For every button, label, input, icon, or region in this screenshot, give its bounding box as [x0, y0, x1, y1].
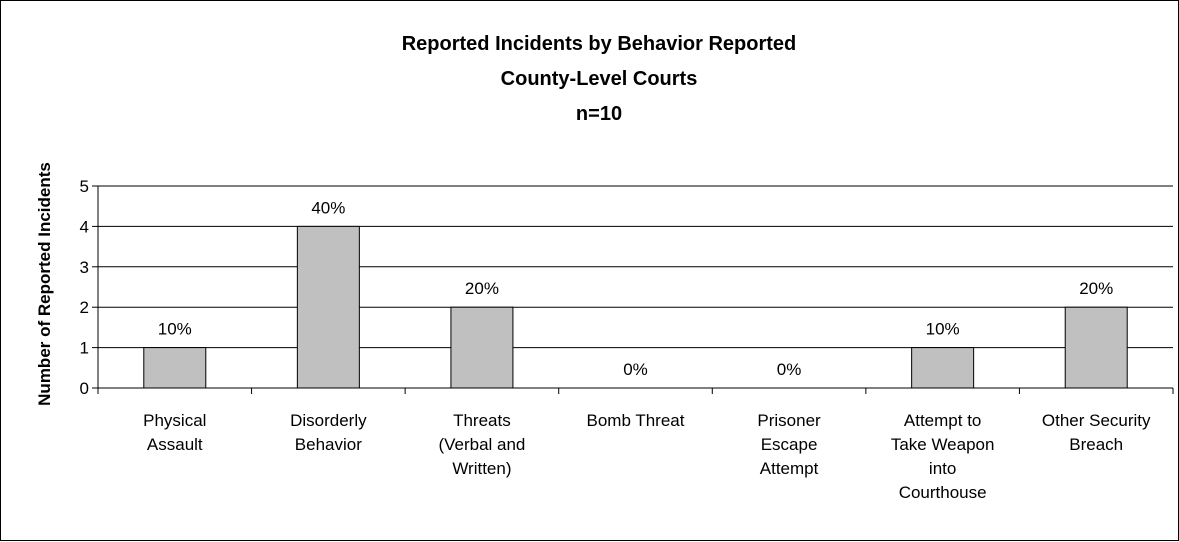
- y-tick-label: 2: [80, 298, 89, 317]
- chart-title-line-2: County-Level Courts: [501, 68, 698, 90]
- x-tick-label: Other Security Breach: [1042, 411, 1151, 454]
- data-label: 10%: [926, 320, 960, 339]
- y-tick-label: 3: [80, 258, 89, 277]
- gridlines: [98, 185, 1173, 349]
- data-label: 0%: [777, 360, 802, 379]
- data-label: 10%: [158, 320, 192, 339]
- x-tick-label: Attempt to Take Weapon into Courthouse: [891, 411, 995, 502]
- bar: [450, 306, 514, 389]
- data-label: 0%: [623, 360, 648, 379]
- bar: [296, 225, 360, 389]
- axes: [92, 185, 1174, 394]
- x-tick-label: Physical Assault: [143, 411, 206, 454]
- x-tick-label: Threats (Verbal and Written): [438, 411, 525, 478]
- y-tick-label: 5: [80, 177, 89, 196]
- y-tick-labels: 0 1 2 3 4 5: [80, 177, 89, 398]
- y-axis-title: Number of Reported Incidents: [35, 162, 54, 406]
- bar: [1064, 306, 1128, 389]
- y-tick-label: 4: [80, 217, 89, 236]
- chart-title-line-3: n=10: [576, 103, 622, 125]
- bar: [911, 347, 975, 389]
- data-label: 40%: [311, 198, 345, 217]
- x-tick-label: Disorderly Behavior: [290, 411, 367, 454]
- data-labels: 10% 40% 20% 0% 0% 10% 20%: [158, 198, 1113, 379]
- y-tick-label: 1: [80, 339, 89, 358]
- data-label: 20%: [465, 279, 499, 298]
- chart-title: Reported Incidents by Behavior Reported …: [402, 33, 797, 125]
- data-label: 20%: [1079, 279, 1113, 298]
- x-tick-label: Prisoner Escape Attempt: [757, 411, 821, 478]
- bars: [143, 225, 1128, 389]
- x-tick-label: Bomb Threat: [587, 411, 685, 430]
- chart-title-line-1: Reported Incidents by Behavior Reported: [402, 33, 797, 55]
- bar: [143, 347, 207, 389]
- y-tick-label: 0: [80, 379, 89, 398]
- category-labels: Physical Assault Disorderly Behavior Threats…: [143, 411, 1151, 502]
